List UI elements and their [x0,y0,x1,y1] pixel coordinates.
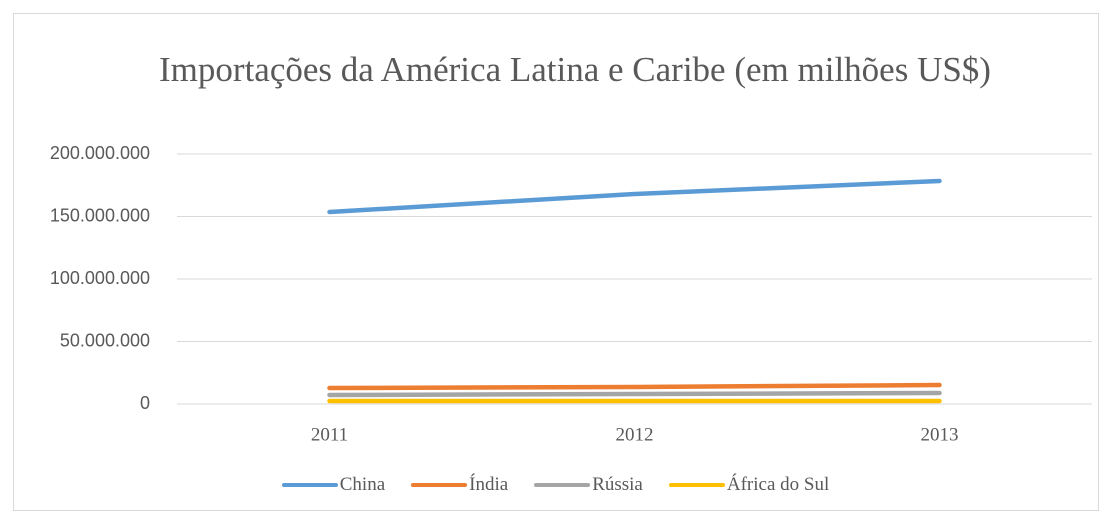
chart-title: Importações da América Latina e Caribe (… [159,50,991,89]
legend-item: China [281,474,386,496]
legend-swatch [281,483,338,487]
legend-swatch [534,483,591,487]
legend-swatch [668,483,725,487]
x-tick-label: 2011 [311,424,348,445]
x-tick-label: 2012 [616,424,654,445]
x-tick-label: 2013 [921,424,959,445]
legend: China Índia Rússia África do Sul [0,474,1111,496]
legend-label: África do Sul [726,474,830,495]
legend-item: Rússia [534,474,643,496]
legend-item: África do Sul [668,474,830,496]
y-tick-label: 50.000.000 [60,330,150,350]
legend-swatch [411,483,468,487]
series-line [327,178,942,215]
y-tick-label: 0 [140,393,150,413]
y-tick-label: 200.000.000 [50,143,150,163]
legend-item: Índia [411,474,508,496]
y-tick-label: 150.000.000 [50,205,150,225]
legend-label: Rússia [592,474,643,495]
series-line [327,390,942,398]
legend-label: Índia [469,474,509,495]
y-tick-label: 100.000.000 [50,268,150,288]
legend-label: China [339,474,386,495]
series-line [327,382,942,391]
